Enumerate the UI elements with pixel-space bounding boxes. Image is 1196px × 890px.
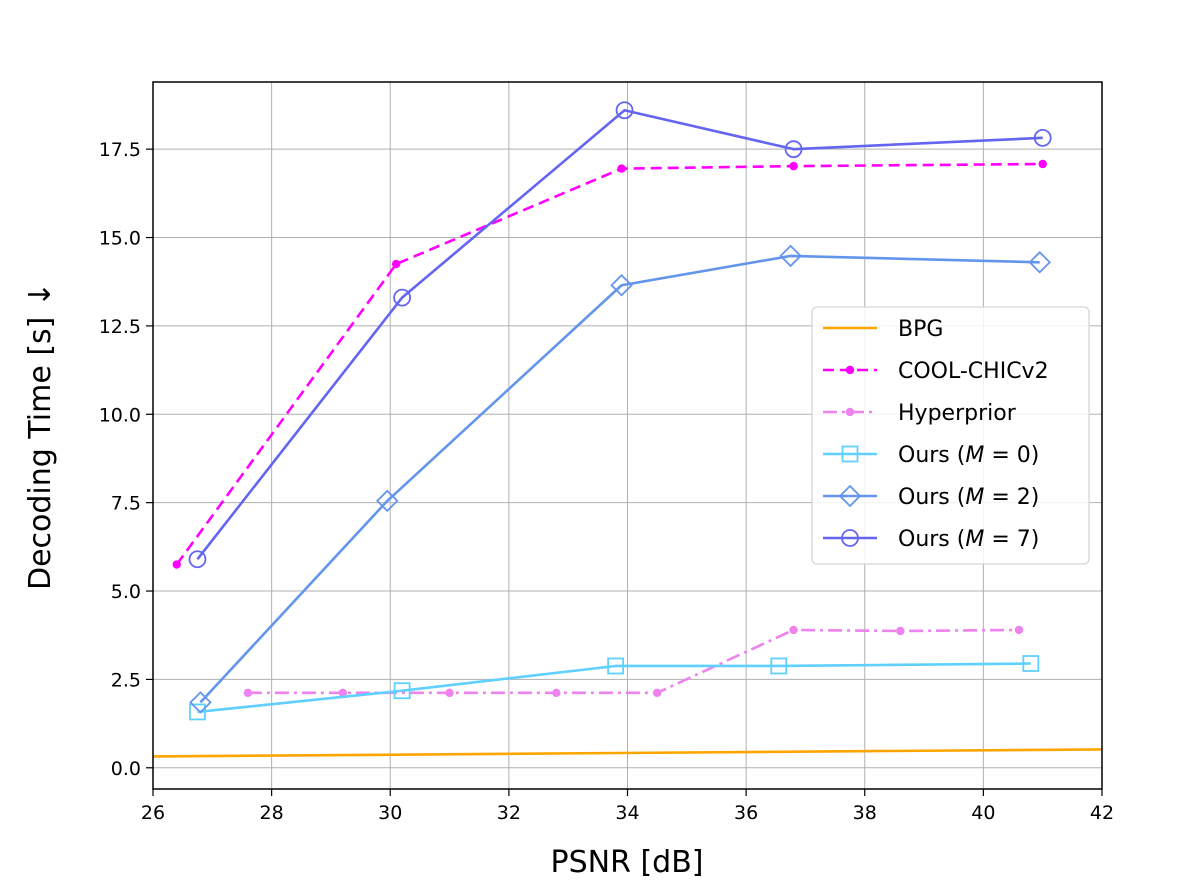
legend-item: Ours (M = 0) xyxy=(823,443,1039,468)
data-point xyxy=(172,560,181,569)
x-tick-label: 40 xyxy=(971,802,995,824)
x-tick-label: 32 xyxy=(497,802,521,824)
y-tick-label: 12.5 xyxy=(99,316,141,338)
series-line xyxy=(199,254,1040,704)
legend-box xyxy=(811,306,1090,565)
legend-label: BPG xyxy=(898,317,943,342)
y-tick-label: 17.5 xyxy=(99,139,141,161)
data-point xyxy=(376,489,399,513)
y-axis-label: Decoding Time [s] ↓ xyxy=(23,282,58,590)
x-tick-label: 38 xyxy=(853,802,877,824)
data-point xyxy=(393,682,411,700)
series-4 xyxy=(189,244,1051,714)
data-point xyxy=(391,259,401,269)
y-tick-label: 0.0 xyxy=(111,758,141,780)
legend: BPG COOL-CHICv2 Hyperprior Ours (M = 0) Ours… xyxy=(811,306,1090,565)
series-2 xyxy=(243,625,1024,698)
legend-label: Hyperprior xyxy=(898,401,1017,426)
series-line xyxy=(247,628,1019,695)
data-point xyxy=(770,657,788,675)
x-tick-label: 42 xyxy=(1090,802,1114,824)
series-line xyxy=(196,108,1043,561)
legend-item: Ours (M = 2) xyxy=(823,484,1039,510)
legend-marker xyxy=(845,407,855,417)
data-point xyxy=(243,688,253,698)
y-tick-label: 7.5 xyxy=(111,493,141,515)
y-tick-label: 10.0 xyxy=(99,404,141,426)
data-point xyxy=(1033,128,1052,147)
data-point xyxy=(789,161,798,171)
data-point xyxy=(552,688,561,698)
y-tick-label: 5.0 xyxy=(111,581,141,603)
legend-item: Ours (M = 7) xyxy=(823,527,1039,552)
legend-marker xyxy=(845,365,855,375)
series-3 xyxy=(189,655,1040,721)
series-line xyxy=(152,748,1103,758)
series-0 xyxy=(152,748,1103,758)
data-point xyxy=(189,691,212,714)
data-point xyxy=(445,688,454,698)
data-point xyxy=(617,164,626,173)
data-point xyxy=(610,273,633,297)
data-point xyxy=(789,625,798,635)
legend-item: COOL-CHICv2 xyxy=(823,359,1049,384)
data-point xyxy=(393,288,412,307)
data-point xyxy=(779,244,802,268)
x-tick-label: 36 xyxy=(734,802,758,824)
data-point xyxy=(652,688,662,698)
x-axis-label: PSNR [dB] xyxy=(551,845,704,880)
y-tick-label: 2.5 xyxy=(111,669,141,691)
axis-ticks: 26 28 30 32 34 36 38 40 42 0.0 2.5 5.0 7.5 10.0 12.5 15… xyxy=(99,139,1114,824)
x-tick-label: 26 xyxy=(141,802,165,824)
legend-label: Ours (M = 2) xyxy=(898,485,1039,510)
data-point xyxy=(1014,625,1024,635)
legend-marker xyxy=(841,529,859,547)
legend-marker xyxy=(838,484,862,508)
y-tick-label: 15.0 xyxy=(99,228,141,250)
series-line xyxy=(197,662,1031,714)
data-point xyxy=(607,657,625,675)
legend-item: BPG xyxy=(823,317,943,342)
data-point xyxy=(784,140,803,159)
legend-label: Ours (M = 7) xyxy=(898,527,1039,552)
x-tick-label: 34 xyxy=(615,802,639,824)
data-point xyxy=(189,703,206,721)
legend-marker xyxy=(841,445,859,463)
data-point xyxy=(896,626,905,636)
data-point xyxy=(338,688,347,698)
legend-label: Ours (M = 0) xyxy=(898,443,1039,468)
data-point xyxy=(1022,655,1040,672)
data-point xyxy=(188,550,207,569)
legend-item: Hyperprior xyxy=(823,401,1017,426)
x-tick-label: 28 xyxy=(260,802,284,824)
data-point xyxy=(1038,159,1047,169)
data-point xyxy=(1028,251,1051,274)
x-tick-label: 30 xyxy=(378,802,402,824)
data-point xyxy=(615,101,634,120)
legend-label: COOL-CHICv2 xyxy=(898,359,1049,384)
series-5 xyxy=(188,101,1052,569)
series-layer xyxy=(152,101,1103,758)
series-1 xyxy=(172,159,1047,569)
